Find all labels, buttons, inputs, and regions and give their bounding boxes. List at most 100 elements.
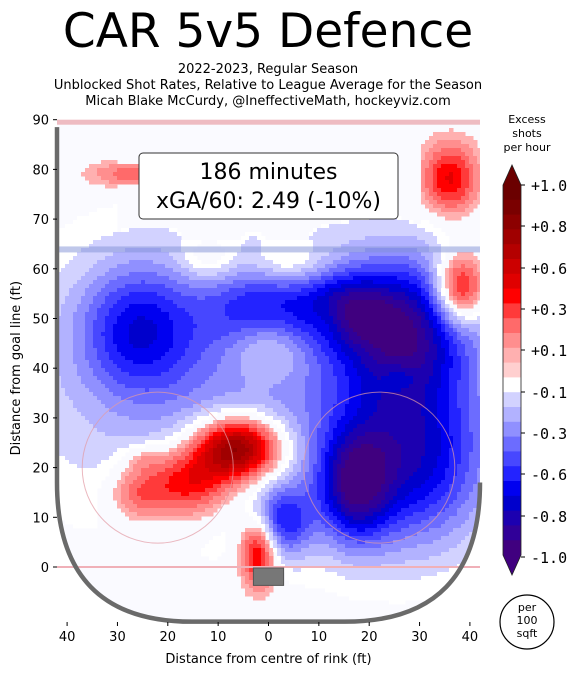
heatmap-cell: [425, 296, 430, 301]
heatmap-cell: [353, 232, 358, 237]
heatmap-cell: [265, 244, 270, 249]
heatmap-cell: [461, 276, 466, 281]
heatmap-cell: [129, 312, 134, 317]
heatmap-cell: [117, 332, 122, 337]
heatmap-cell: [365, 376, 370, 381]
heatmap-cell: [141, 244, 146, 249]
heatmap-cell: [385, 268, 390, 273]
heatmap-cell: [341, 400, 346, 405]
heatmap-cell: [201, 288, 206, 293]
heatmap-cell: [233, 380, 238, 385]
heatmap-cell: [473, 392, 478, 397]
heatmap-cell: [353, 376, 358, 381]
heatmap-cell: [389, 300, 394, 305]
heatmap-cell: [457, 348, 462, 353]
heatmap-cell: [397, 388, 402, 393]
heatmap-cell: [117, 260, 122, 265]
heatmap-cell: [149, 232, 154, 237]
heatmap-cell: [241, 392, 246, 397]
heatmap-cell: [277, 316, 282, 321]
heatmap-cell: [113, 368, 118, 373]
heatmap-cell: [465, 396, 470, 401]
heatmap-cell: [197, 304, 202, 309]
heatmap-cell: [181, 312, 186, 317]
heatmap-cell: [429, 136, 434, 141]
heatmap-cell: [269, 388, 274, 393]
heatmap-cell: [245, 392, 250, 397]
heatmap-cell: [417, 252, 422, 257]
heatmap-cell: [73, 268, 78, 273]
heatmap-cell: [185, 356, 190, 361]
heatmap-cell: [237, 272, 242, 277]
heatmap-cell: [433, 244, 438, 249]
heatmap-cell: [141, 276, 146, 281]
heatmap-cell: [429, 208, 434, 213]
heatmap-cell: [109, 404, 114, 409]
heatmap-cell: [197, 380, 202, 385]
heatmap-cell: [321, 388, 326, 393]
heatmap-cell: [405, 308, 410, 313]
heatmap-cell: [445, 364, 450, 369]
heatmap-cell: [109, 184, 114, 189]
heatmap-cell: [477, 284, 480, 289]
heatmap-cell: [125, 376, 130, 381]
heatmap-cell: [385, 360, 390, 365]
heatmap-cell: [253, 400, 258, 405]
heatmap-cell: [469, 300, 474, 305]
heatmap-cell: [417, 400, 422, 405]
heatmap-cell: [261, 352, 266, 357]
heatmap-cell: [213, 328, 218, 333]
heatmap-cell: [405, 340, 410, 345]
heatmap-cell: [401, 304, 406, 309]
heatmap-cell: [449, 180, 454, 185]
heatmap-cell: [229, 348, 234, 353]
heatmap-cell: [261, 380, 266, 385]
heatmap-cell: [129, 176, 134, 181]
heatmap-cell: [77, 368, 82, 373]
heatmap-cell: [273, 256, 278, 261]
heatmap-cell: [261, 264, 266, 269]
heatmap-cell: [397, 396, 402, 401]
heatmap-cell: [93, 212, 98, 217]
heatmap-cell: [89, 372, 94, 377]
heatmap-cell: [233, 312, 238, 317]
heatmap-cell: [361, 244, 366, 249]
heatmap-cell: [65, 276, 70, 281]
heatmap-cell: [93, 312, 98, 317]
heatmap-cell: [305, 400, 310, 405]
heatmap-cell: [425, 152, 430, 157]
heatmap-cell: [169, 264, 174, 269]
heatmap-cell: [397, 348, 402, 353]
heatmap-cell: [293, 308, 298, 313]
heatmap-cell: [157, 344, 162, 349]
heatmap-cell: [157, 320, 162, 325]
heatmap-cell: [185, 272, 190, 277]
heatmap-cell: [233, 384, 238, 389]
heatmap-cell: [73, 392, 78, 397]
heatmap-cell: [465, 204, 470, 209]
heatmap-cell: [305, 332, 310, 337]
heatmap-cell: [321, 240, 326, 245]
heatmap-cell: [149, 336, 154, 341]
heatmap-cell: [401, 292, 406, 297]
heatmap-cell: [477, 276, 480, 281]
heatmap-cell: [213, 376, 218, 381]
heatmap-cell: [341, 304, 346, 309]
heatmap-cell: [253, 296, 258, 301]
heatmap-cell: [245, 240, 250, 245]
heatmap-cell: [269, 272, 274, 277]
heatmap-cell: [393, 308, 398, 313]
heatmap-cell: [161, 288, 166, 293]
heatmap-cell: [365, 352, 370, 357]
heatmap-cell: [401, 272, 406, 277]
heatmap-cell: [381, 232, 386, 237]
heatmap-cell: [77, 356, 82, 361]
heatmap-cell: [429, 264, 434, 269]
heatmap-cell: [209, 384, 214, 389]
heatmap-cell: [101, 164, 106, 169]
heatmap-cell: [325, 300, 330, 305]
heatmap-cell: [401, 400, 406, 405]
heatmap-cell: [461, 144, 466, 149]
heatmap-cell: [153, 228, 158, 233]
heatmap-cell: [325, 304, 330, 309]
